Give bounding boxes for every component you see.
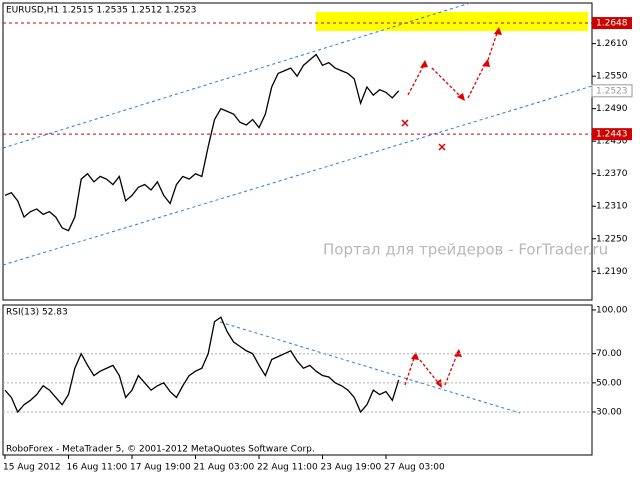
y-tick-label: 1.2250	[596, 234, 628, 244]
y-tick-label: 50.00	[596, 378, 622, 388]
y-tick-label: 1.2310	[596, 202, 628, 212]
level-label: 1.2648	[596, 19, 628, 29]
arrow-head	[457, 93, 465, 101]
series-line	[4, 53, 400, 232]
y-tick-label: 100.00	[596, 305, 628, 315]
y-tick-label: 70.00	[596, 349, 622, 359]
cross	[438, 143, 446, 151]
chart-title: EURUSD,H1 1.2515 1.2535 1.2512 1.2523	[6, 6, 197, 16]
arrow	[467, 61, 487, 99]
series-line	[4, 316, 400, 414]
x-tick-label: 16 Aug 11:00	[67, 463, 128, 473]
cross	[401, 119, 409, 127]
rsi-panel	[2, 304, 593, 456]
level-box	[592, 128, 632, 141]
crosses	[401, 119, 446, 151]
x-tick-label: 27 Aug 03:00	[384, 463, 445, 473]
y-tick-label: 1.2190	[596, 267, 628, 277]
channel	[2, 2, 593, 414]
x-tick-label: 17 Aug 19:00	[130, 463, 191, 473]
y-tick-label: 1.2550	[596, 72, 628, 82]
current-label: 1.2523	[596, 86, 628, 96]
x-tick-label: 15 Aug 2012	[3, 463, 61, 473]
arrow	[407, 62, 426, 96]
y-tick-label: 1.2610	[596, 39, 628, 49]
y-tick-label: 1.2370	[596, 169, 628, 179]
y-tick-label: 30.00	[596, 407, 622, 417]
footer: RoboForex - MetaTrader 5, © 2001-2012 Me…	[6, 445, 315, 455]
channel-lower	[2, 85, 593, 266]
arrow-head	[454, 349, 462, 357]
arrow-head	[420, 60, 428, 68]
x-tick-label: 23 Aug 19:00	[321, 463, 382, 473]
current-box	[591, 84, 633, 98]
x-tick-label: 22 Aug 11:00	[257, 463, 318, 473]
forecast-arrows	[404, 29, 499, 386]
arrow	[431, 67, 463, 99]
arrow	[444, 351, 459, 386]
rsi-trendline	[219, 321, 521, 414]
arrow-heads	[411, 27, 502, 388]
arrow-head	[435, 379, 442, 388]
arrow-head	[482, 59, 490, 67]
arrow-head	[411, 352, 419, 360]
target-zone	[316, 12, 588, 31]
arrow	[487, 29, 499, 61]
y-tick-label: 1.2430	[596, 137, 628, 147]
arrow-head	[494, 27, 502, 35]
rsi-title: RSI(13) 52.83	[6, 308, 68, 318]
x-tick-label: 21 Aug 03:00	[194, 463, 255, 473]
y-tick-label: 1.2490	[596, 104, 628, 114]
level-label: 1.2443	[596, 130, 628, 140]
arrow	[404, 354, 416, 386]
arrow	[419, 359, 441, 386]
level-box	[592, 17, 632, 30]
watermark: Портал для трейдеров - ForTrader.ru	[323, 241, 608, 259]
price-panel	[2, 2, 593, 301]
